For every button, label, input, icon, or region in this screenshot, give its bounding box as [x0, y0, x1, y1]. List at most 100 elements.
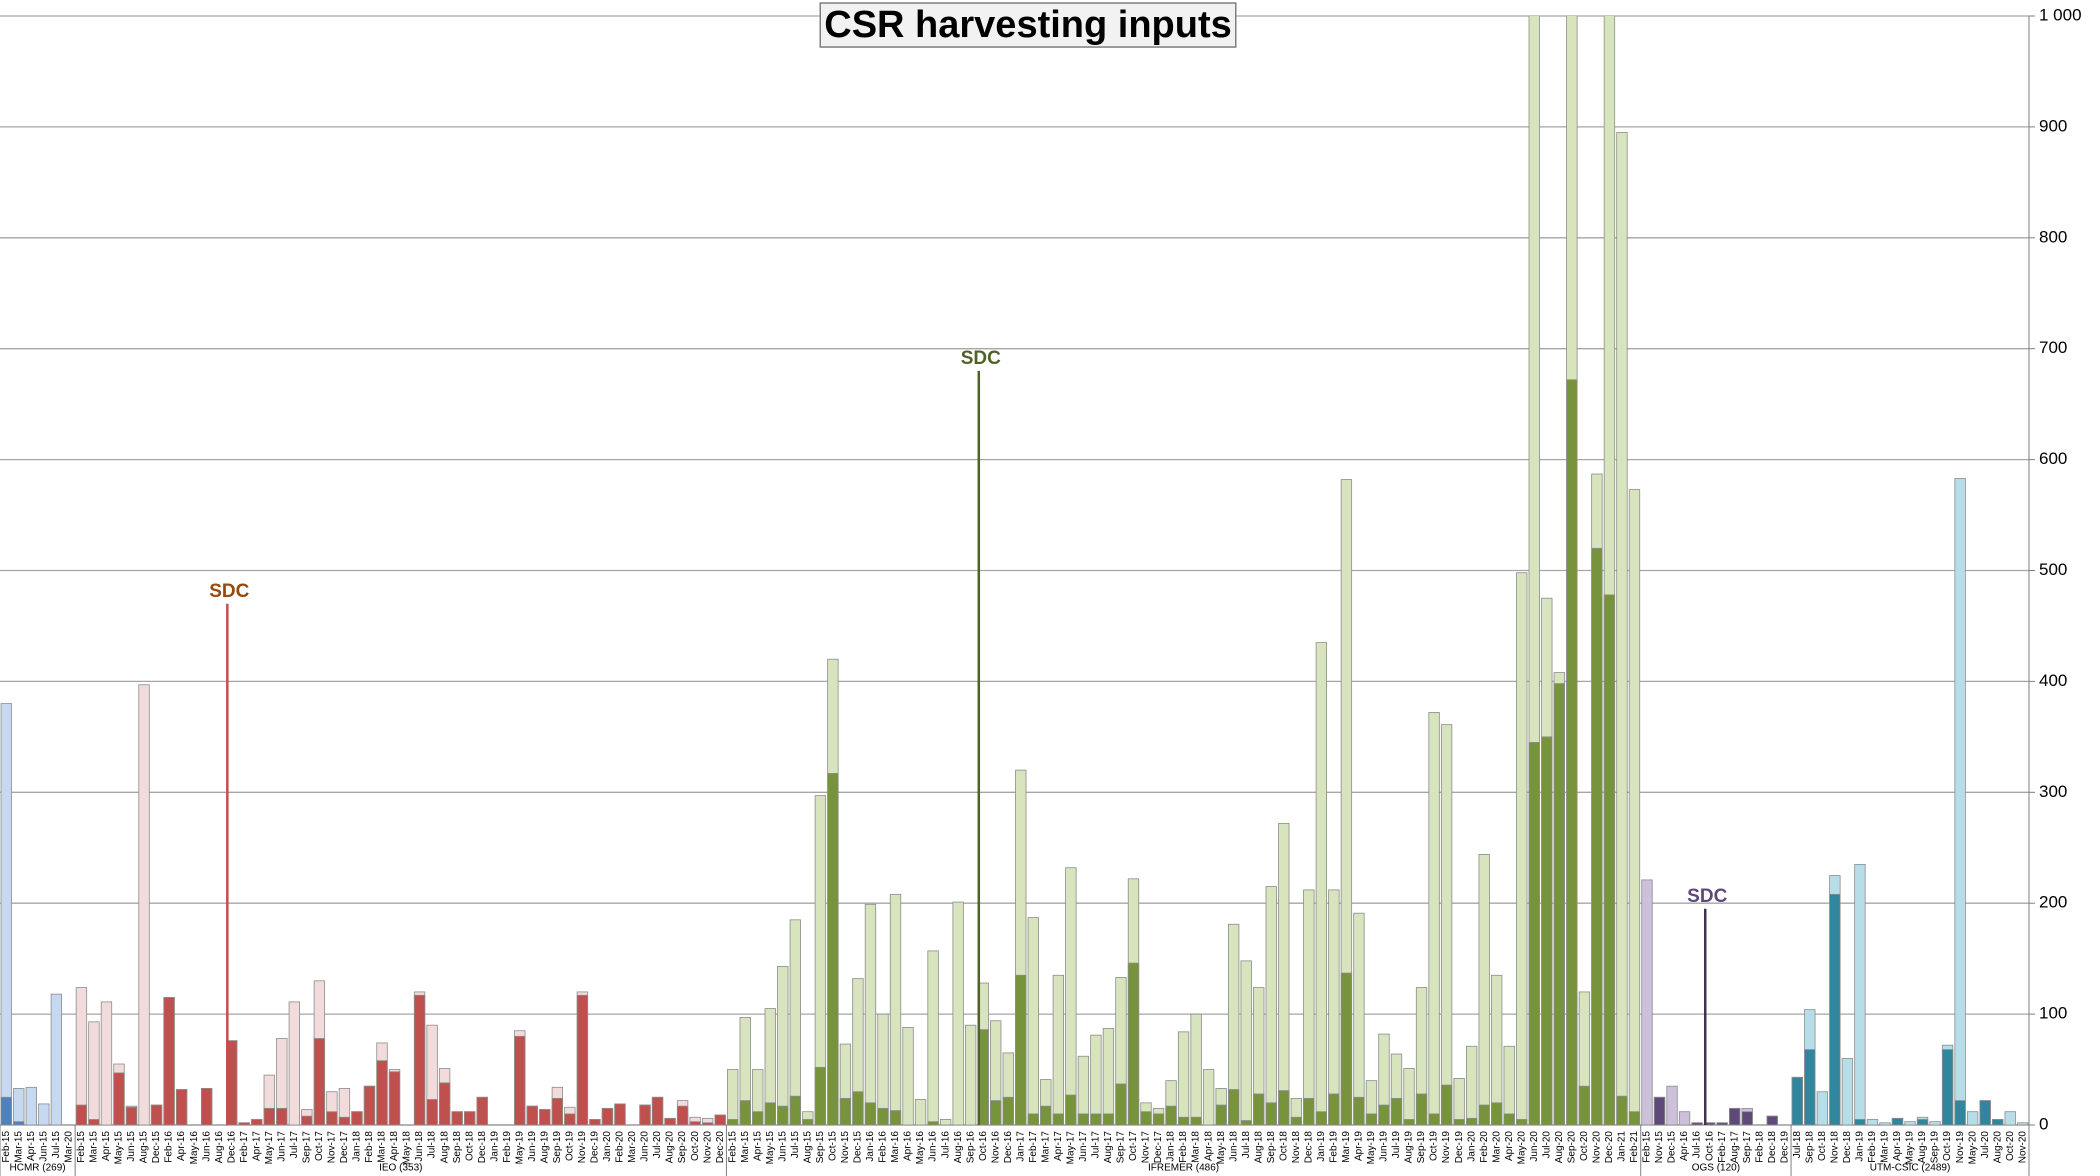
bar [939, 1119, 952, 1126]
group-label: UTM-CSIC (2489) [1870, 1163, 1951, 1174]
x-tick-label: Sep-20 [1566, 1131, 1577, 1164]
x-tick-label: Sep-18 [1804, 1131, 1815, 1164]
bar [1240, 960, 1252, 1126]
bar [2004, 1111, 2016, 1126]
x-tick-label: Apr-15 [101, 1131, 112, 1161]
bar [1265, 886, 1277, 1126]
bar [814, 1066, 827, 1126]
x-tick-label: Feb-15 [76, 1131, 87, 1163]
x-tick-label: Sep-15 [815, 1131, 826, 1164]
x-tick-label: Jun-18 [414, 1131, 425, 1162]
bar [1328, 889, 1340, 1126]
x-tick-label: Apr-19 [1892, 1131, 1903, 1161]
x-tick-label: Mar-20 [627, 1131, 638, 1163]
bar [1491, 1102, 1503, 1126]
x-tick-label: Dec-15 [853, 1131, 864, 1164]
x-tick-label: Aug-18 [439, 1131, 450, 1164]
bar [827, 773, 839, 1126]
x-tick-label: Sep-19 [1930, 1131, 1941, 1164]
bar [714, 1114, 726, 1126]
x-tick-label: Jan-18 [352, 1131, 363, 1162]
x-tick-label: Apr-15 [26, 1131, 37, 1161]
x-tick-label: Jun-16 [201, 1131, 212, 1162]
bar [1052, 974, 1064, 1126]
grid [0, 15, 2035, 1126]
x-tick-label: Nov-16 [990, 1131, 1001, 1164]
x-tick-label: Aug-16 [214, 1131, 225, 1164]
x-tick-label: Nov-18 [1830, 1131, 1841, 1164]
x-tick-label: Oct-18 [1817, 1131, 1828, 1161]
x-tick-label: May-19 [1366, 1131, 1377, 1165]
bar [1616, 132, 1628, 1126]
bar [13, 1088, 25, 1126]
x-tick-label: Jul-17 [1091, 1131, 1102, 1159]
x-tick-label: Apr-18 [389, 1131, 400, 1161]
x-tick-label: Apr-17 [251, 1131, 262, 1161]
bar [1804, 1049, 1816, 1126]
x-tick-label: Feb-16 [164, 1131, 175, 1163]
bar [1628, 1111, 1641, 1126]
bar [50, 993, 63, 1126]
bar [1415, 1093, 1428, 1126]
x-tick-label: May-19 [514, 1131, 525, 1165]
x-tick-label: Jun-18 [1228, 1131, 1239, 1162]
x-tick-label: Jul-18 [1241, 1131, 1252, 1159]
bar [1503, 1045, 1515, 1126]
chart-title: CSR harvesting inputs [824, 4, 1232, 46]
x-tick-label: Oct-18 [1278, 1131, 1289, 1161]
x-tick-label: Oct-17 [1128, 1131, 1139, 1161]
y-tick-label: 200 [2039, 893, 2067, 912]
x-tick-label: Dec-18 [1842, 1131, 1853, 1164]
bar [413, 994, 426, 1126]
bar [1002, 1096, 1014, 1126]
bar [1365, 1113, 1378, 1126]
bar [701, 1122, 714, 1126]
x-tick-label: Feb-15 [727, 1131, 738, 1163]
bar [1553, 683, 1565, 1126]
bar [1916, 1119, 1929, 1126]
bar [1453, 1078, 1465, 1126]
x-tick-label: Apr-18 [1203, 1131, 1214, 1161]
bar [326, 1111, 338, 1126]
bar [777, 966, 789, 1126]
bar [1065, 867, 1077, 1126]
bar [150, 1104, 163, 1126]
bar [1315, 1111, 1328, 1126]
bar [1403, 1068, 1415, 1126]
y-tick-label: 1 000 [2039, 5, 2082, 24]
x-tick-label: Jul-15 [790, 1131, 801, 1159]
x-tick-label: Aug-18 [1253, 1131, 1264, 1164]
bar [1992, 1119, 2004, 1126]
bar [676, 1105, 689, 1126]
x-tick-label: Nov-19 [1441, 1131, 1452, 1164]
x-tick-label: Sep-17 [1116, 1131, 1127, 1164]
x-tick-label: Aug-15 [802, 1131, 813, 1164]
bar [1453, 1119, 1465, 1126]
x-tick-label: Aug-15 [139, 1131, 150, 1164]
bar [125, 1106, 138, 1126]
annotation-label: SDC [1687, 886, 1727, 907]
bar [1465, 1117, 1478, 1126]
x-tick-label: Jul-16 [1692, 1131, 1703, 1159]
bar [2017, 1122, 2029, 1126]
bar [1102, 1113, 1115, 1126]
bar [789, 919, 801, 1126]
x-tick-label: Oct-15 [828, 1131, 839, 1161]
bar [564, 1113, 576, 1126]
bar [1115, 1083, 1127, 1126]
x-tick-label: Dec-18 [1303, 1131, 1314, 1164]
bar [1478, 854, 1490, 1126]
x-tick-label: Mar-17 [1040, 1131, 1051, 1163]
bar [927, 950, 939, 1126]
x-tick-label: Jan-19 [1855, 1131, 1866, 1162]
x-tick-label: Dec-19 [1454, 1131, 1465, 1164]
bar [1177, 1031, 1190, 1126]
bar [1428, 1113, 1440, 1126]
bar [852, 1091, 864, 1126]
x-tick-label: Mar-18 [1191, 1131, 1202, 1163]
bar [1678, 1111, 1691, 1126]
x-tick-label: Mar-20 [1491, 1131, 1502, 1163]
x-tick-label: Feb-17 [1028, 1131, 1039, 1163]
bar [1065, 1094, 1077, 1126]
bar [1152, 1113, 1165, 1126]
